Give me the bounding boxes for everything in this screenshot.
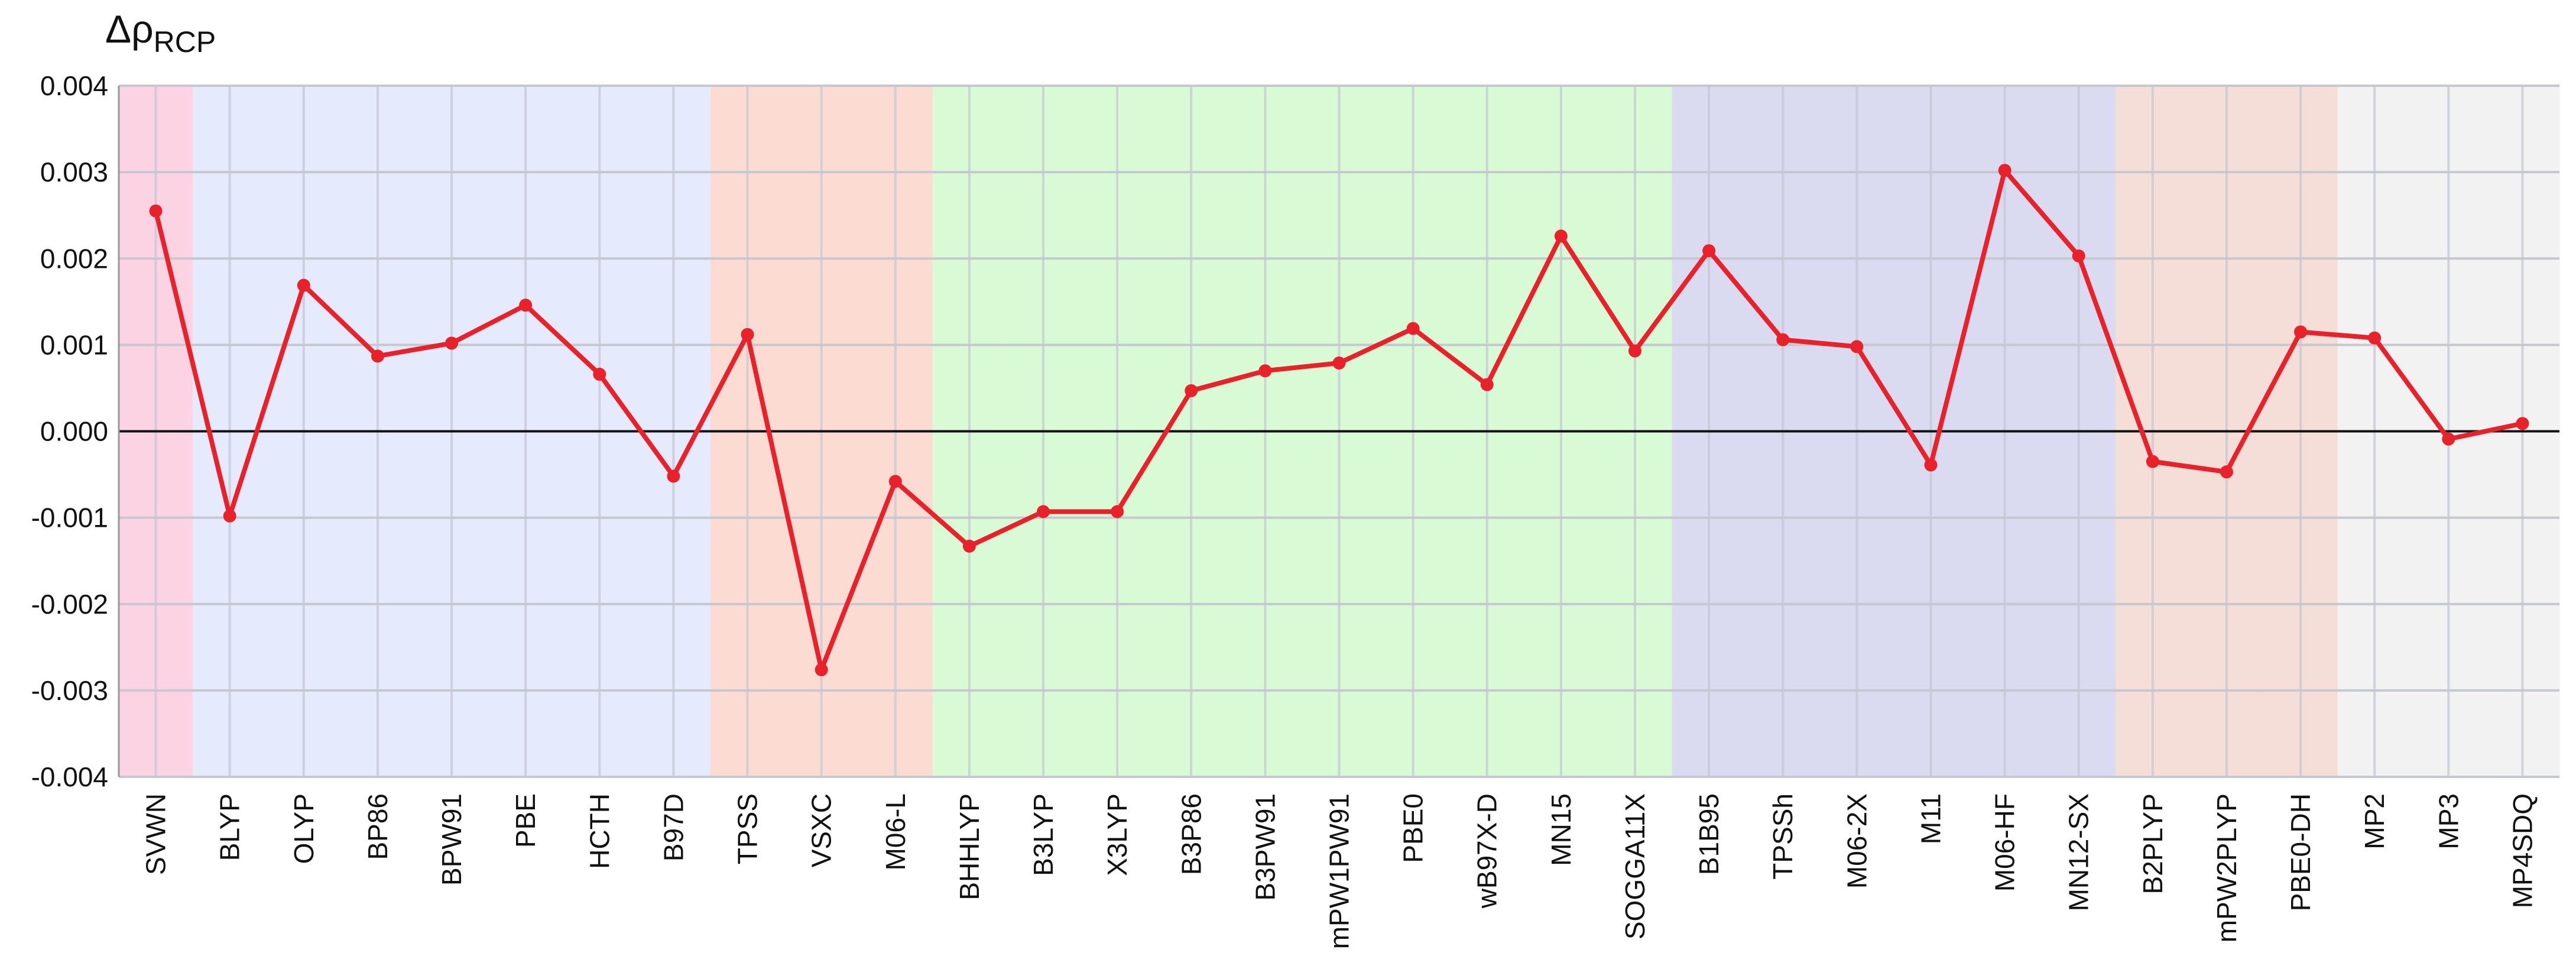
y-tick-label: -0.004 (31, 761, 108, 792)
x-tick-label: VSXC (806, 793, 837, 867)
x-tick-label: mPW2PLYP (2211, 793, 2242, 942)
data-point (2516, 417, 2529, 430)
data-point (1037, 505, 1050, 518)
x-tick-label: B1B95 (1693, 793, 1724, 875)
y-axis-label-main: Δρ (105, 7, 154, 51)
x-tick-label: M06-HF (1990, 793, 2020, 892)
x-tick-label: PBE0-DH (2285, 793, 2316, 911)
x-tick-label: TPSS (732, 793, 763, 864)
x-tick-label: mPW1PW91 (1324, 793, 1355, 949)
y-tick-label: 0.004 (40, 70, 108, 101)
data-point (1332, 357, 1346, 370)
y-tick-label: 0.003 (40, 157, 108, 187)
x-tick-label: SOGGA11X (1620, 793, 1650, 939)
data-point (1111, 505, 1124, 518)
data-point (1258, 364, 1272, 378)
x-tick-label: B3P86 (1176, 793, 1206, 875)
data-point (445, 336, 459, 350)
x-tick-label: PBE0 (1398, 793, 1429, 863)
data-point (741, 328, 754, 341)
data-point (1185, 384, 1198, 397)
data-point (1776, 333, 1790, 346)
y-tick-label: -0.001 (31, 503, 108, 533)
y-tick-label: 0.000 (40, 416, 108, 447)
x-tick-label: wB97X-D (1472, 793, 1503, 909)
data-point (593, 368, 606, 381)
data-point (1702, 244, 1716, 258)
data-point (667, 469, 680, 483)
x-tick-label: BP86 (362, 793, 393, 860)
x-tick-label: OLYP (288, 793, 319, 864)
x-tick-label: B97D (658, 793, 689, 861)
data-point (297, 278, 310, 292)
data-point (2368, 331, 2382, 345)
y-axis-label: ΔρRCP (105, 7, 216, 59)
x-tick-label: M11 (1915, 793, 1946, 844)
data-point (2220, 465, 2233, 479)
x-tick-label: X3LYP (1102, 793, 1133, 876)
x-tick-label: BLYP (215, 793, 245, 861)
x-tick-label: MP2 (2359, 793, 2390, 850)
y-tick-label: 0.001 (40, 329, 108, 360)
data-point (888, 475, 902, 488)
data-point (519, 299, 533, 312)
data-point (223, 509, 236, 523)
x-tick-label: PBE (510, 793, 541, 848)
data-point (1924, 458, 1938, 472)
x-tick-label: M06-2X (1841, 793, 1872, 889)
x-tick-label: M06-L (880, 793, 911, 870)
x-tick-label: B3PW91 (1250, 793, 1280, 901)
y-tick-label: -0.002 (31, 589, 108, 620)
x-tick-label: B2PLYP (2137, 793, 2168, 894)
x-tick-label: SVWN (141, 793, 171, 875)
data-point (1554, 229, 1568, 243)
y-axis-label-subscript: RCP (154, 25, 216, 59)
data-point (149, 204, 163, 218)
x-tick-label: MN15 (1546, 793, 1576, 866)
x-tick-label: B3LYP (1028, 793, 1059, 876)
x-tick-label: MN12-SX (2064, 793, 2094, 911)
data-point (2294, 325, 2308, 339)
data-point (962, 539, 976, 553)
y-tick-label: -0.003 (31, 675, 108, 706)
data-point (2442, 432, 2455, 446)
x-tick-label: HCTH (584, 793, 615, 869)
data-point (815, 663, 828, 676)
x-tick-label: TPSSh (1767, 793, 1798, 880)
x-tick-label: MP3 (2433, 793, 2464, 850)
x-tick-label: BPW91 (436, 793, 467, 886)
data-point (1998, 164, 2012, 177)
data-point (371, 349, 384, 363)
data-point (1406, 322, 1420, 335)
x-tick-label: MP4SDQ (2507, 793, 2538, 908)
y-tick-label: 0.002 (40, 243, 108, 274)
data-point (1850, 340, 1864, 354)
data-point (1628, 344, 1641, 358)
data-point (2146, 455, 2159, 468)
x-tick-label: BHHLYP (954, 793, 985, 900)
data-point (2072, 249, 2085, 262)
data-point (1480, 378, 1494, 391)
